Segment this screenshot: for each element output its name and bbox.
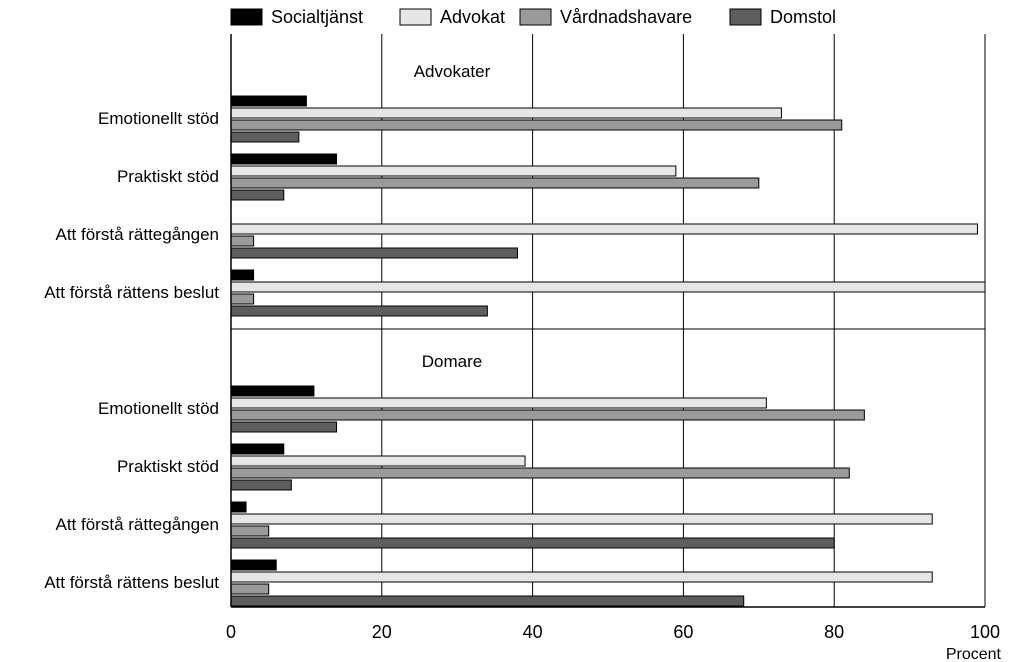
bar-domare-att-forsta-rattens-beslut-socialtjanst (230, 559, 277, 571)
bar-advokater-att-forsta-rattens-beslut-advokat (230, 281, 986, 293)
category-label-domare-praktiskt-stod: Praktiskt stöd (117, 457, 219, 476)
panel-title-advokater: Advokater (414, 62, 491, 81)
bar-domare-att-forsta-rattegangen-vardnadshavare (230, 525, 270, 537)
bar-advokater-att-forsta-rattens-beslut-socialtjanst (230, 269, 255, 281)
bar-domare-emotionellt-stod-domstol (230, 421, 338, 433)
panel-title-domare: Domare (422, 352, 482, 371)
legend-swatch-advokat (399, 8, 432, 26)
bar-advokater-att-forsta-rattegangen-domstol (230, 247, 519, 259)
bar-domare-att-forsta-rattens-beslut-advokat (230, 571, 933, 583)
bar-advokater-att-forsta-rattens-beslut-domstol (230, 305, 488, 317)
category-label-advokater-att-forsta-rattegangen: Att förstå rättegången (56, 225, 220, 244)
x-tick-label-20: 20 (372, 622, 392, 642)
x-tick-label-100: 100 (970, 622, 1000, 642)
category-label-advokater-att-forsta-rattens-beslut: Att förstå rättens beslut (44, 283, 219, 302)
bar-advokater-emotionellt-stod-advokat (230, 107, 782, 119)
bar-domare-att-forsta-rattens-beslut-vardnadshavare (230, 583, 270, 595)
bar-domare-praktiskt-stod-advokat (230, 455, 526, 467)
bars (230, 95, 986, 607)
bar-advokater-praktiskt-stod-domstol (230, 189, 285, 201)
bar-domare-att-forsta-rattegangen-socialtjanst (230, 501, 247, 513)
x-tick-label-80: 80 (824, 622, 844, 642)
x-tick-label-40: 40 (523, 622, 543, 642)
bar-advokater-att-forsta-rattegangen-vardnadshavare (230, 235, 255, 247)
bar-advokater-emotionellt-stod-domstol (230, 131, 300, 143)
x-tick-label-60: 60 (673, 622, 693, 642)
category-label-domare-att-forsta-rattegangen: Att förstå rättegången (56, 515, 220, 534)
legend-swatch-socialtjanst (230, 8, 263, 26)
bar-advokater-att-forsta-rattens-beslut-vardnadshavare (230, 293, 255, 305)
bar-domare-att-forsta-rattegangen-domstol (230, 537, 835, 549)
x-tick-label-0: 0 (226, 622, 236, 642)
bar-advokater-emotionellt-stod-vardnadshavare (230, 119, 843, 131)
plot-frame (230, 34, 986, 608)
bar-advokater-praktiskt-stod-advokat (230, 165, 677, 177)
legend-swatch-vardnadshavare (519, 8, 552, 26)
legend-swatch-domstol (729, 8, 762, 26)
bar-advokater-emotionellt-stod-socialtjanst (230, 95, 307, 107)
x-axis-label: Procent (946, 646, 1002, 662)
bar-domare-att-forsta-rattens-beslut-domstol (230, 595, 745, 607)
labels: Emotionellt stöd Praktiskt stöd Att förstå… (44, 62, 1001, 662)
legend-label-vardnadshavare: Vårdnadshavare (560, 7, 692, 27)
bar-domare-emotionellt-stod-socialtjanst (230, 385, 315, 397)
legend-label-socialtjanst: Socialtjänst (271, 7, 363, 27)
category-label-advokater-praktiskt-stod: Praktiskt stöd (117, 167, 219, 186)
category-label-advokater-emotionellt-stod: Emotionellt stöd (98, 109, 219, 128)
category-label-domare-emotionellt-stod: Emotionellt stöd (98, 399, 219, 418)
legend-label-advokat: Advokat (440, 7, 505, 27)
bar-domare-praktiskt-stod-vardnadshavare (230, 467, 850, 479)
bar-domare-emotionellt-stod-advokat (230, 397, 767, 409)
bar-domare-praktiskt-stod-socialtjanst (230, 443, 285, 455)
category-label-domare-att-forsta-rattens-beslut: Att förstå rättens beslut (44, 573, 219, 592)
bar-domare-praktiskt-stod-domstol (230, 479, 292, 491)
bar-domare-emotionellt-stod-vardnadshavare (230, 409, 865, 421)
bar-advokater-att-forsta-rattegangen-advokat (230, 223, 978, 235)
legend: Socialtjänst Advokat Vårdnadshavare Domstol (230, 7, 836, 27)
bar-advokater-praktiskt-stod-socialtjanst (230, 153, 338, 165)
legend-label-domstol: Domstol (770, 7, 836, 27)
bar-advokater-praktiskt-stod-vardnadshavare (230, 177, 760, 189)
bar-domare-att-forsta-rattegangen-advokat (230, 513, 933, 525)
